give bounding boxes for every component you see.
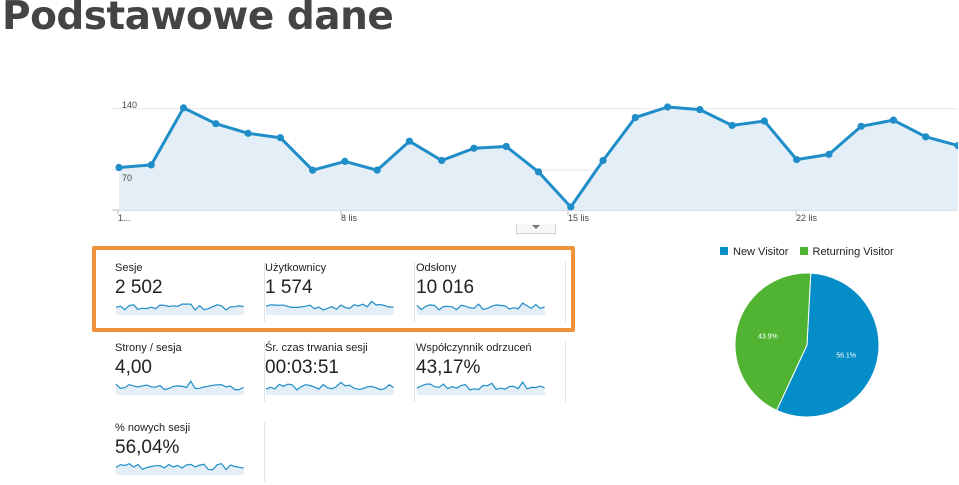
data-point: [922, 133, 930, 141]
y-tick-label: 70: [122, 173, 132, 183]
sparkline: [265, 300, 394, 315]
metric-avg-session-duration[interactable]: Śr. czas trwania sesji 00:03:51: [265, 342, 415, 402]
metric-pages-per-session[interactable]: Strony / sesja 4,00: [115, 342, 265, 402]
data-point: [147, 161, 155, 169]
x-tick-label: 1...: [118, 213, 131, 223]
pie-slice-label: 43.9%: [758, 333, 778, 340]
data-point: [115, 163, 123, 172]
sparkline-fill: [417, 303, 545, 315]
divider: [565, 342, 566, 402]
divider: [264, 342, 265, 402]
sparkline-line: [265, 381, 394, 391]
x-tick-label: 15 lis: [568, 213, 590, 223]
metric-value: 10 016: [416, 277, 475, 298]
data-point: [438, 156, 446, 165]
data-point: [212, 120, 220, 128]
divider: [414, 342, 415, 402]
x-tick-label: 8 lis: [341, 213, 358, 223]
metric-value: 1 574: [265, 277, 313, 298]
metric-label: Strony / sesja: [115, 342, 182, 354]
sparkline: [416, 302, 545, 315]
metric-label: Śr. czas trwania sesji: [265, 342, 368, 354]
divider: [264, 422, 265, 482]
data-point: [696, 106, 704, 114]
data-point: [793, 156, 801, 164]
divider: [565, 262, 566, 322]
divider: [264, 262, 265, 322]
pie-slice-label: 56.1%: [836, 353, 856, 360]
area-fill: [119, 107, 958, 210]
data-point: [760, 117, 768, 125]
legend-item-returning-visitor[interactable]: Returning Visitor: [799, 246, 894, 258]
data-point: [534, 168, 543, 176]
sparkline: [115, 380, 244, 395]
data-point: [373, 166, 381, 174]
sparkline-line: [115, 380, 244, 391]
data-point: [341, 157, 349, 165]
data-point: [889, 116, 898, 124]
data-point: [276, 134, 284, 142]
metric-new-sessions[interactable]: % nowych sesji 56,04%: [115, 422, 265, 482]
data-point: [244, 129, 252, 137]
data-point: [179, 104, 188, 112]
metric-value: 2 502: [115, 277, 163, 298]
data-point: [857, 122, 865, 130]
data-point: [567, 203, 575, 211]
pie-legend: New Visitor Returning Visitor: [720, 246, 902, 258]
legend-item-new-visitor[interactable]: New Visitor: [720, 246, 788, 258]
sparkline: [416, 380, 545, 395]
sparkline-fill: [116, 381, 244, 395]
data-point: [405, 137, 414, 145]
visitor-pie-chart[interactable]: 56.1% 43.9%: [722, 268, 884, 420]
data-point: [309, 166, 317, 174]
pie-slice-new-visitor: [775, 272, 880, 418]
legend-swatch: [799, 247, 808, 255]
legend-label: New Visitor: [733, 246, 789, 258]
data-point: [631, 113, 639, 122]
page-title: Podstawowe dane: [2, 0, 394, 39]
metric-value: 43,17%: [416, 357, 481, 378]
sparkline-line: [115, 463, 244, 471]
sparkline-line: [416, 302, 545, 311]
data-point: [728, 121, 736, 130]
sparkline: [265, 381, 394, 395]
x-tick-label: 22 lis: [796, 213, 818, 223]
sparkline-fill: [116, 463, 244, 475]
metric-value: 56,04%: [115, 437, 180, 458]
data-point: [502, 142, 510, 151]
metric-label: Użytkownicy: [265, 262, 327, 274]
sparkline-line: [416, 380, 545, 391]
metric-pageviews[interactable]: Odsłony 10 016: [416, 262, 566, 322]
divider: [414, 262, 415, 322]
y-tick-label: 140: [122, 100, 137, 110]
data-point: [663, 103, 672, 111]
metric-users[interactable]: Użytkownicy 1 574: [265, 262, 415, 322]
metric-label: % nowych sesji: [115, 422, 191, 434]
metric-sessions[interactable]: Sesje 2 502: [115, 262, 265, 322]
sparkline-line: [115, 303, 244, 311]
legend-swatch: [720, 247, 728, 255]
sparkline-fill: [116, 304, 244, 315]
data-point: [470, 144, 478, 152]
metric-label: Współczynnik odrzuceń: [416, 342, 532, 354]
metric-value: 4,00: [115, 357, 152, 378]
sparkline: [115, 463, 244, 475]
metric-label: Sesje: [115, 262, 143, 274]
sparkline: [115, 303, 244, 315]
sparkline-fill: [417, 382, 545, 395]
metric-bounce-rate[interactable]: Współczynnik odrzuceń 43,17%: [416, 342, 566, 402]
legend-label: Returning Visitor: [812, 246, 894, 258]
highlight-box: [92, 246, 575, 332]
sessions-line-chart[interactable]: 140 70 1... 8 lis 15 lis 22 lis: [112, 95, 958, 225]
data-point: [825, 150, 833, 158]
chart-collapse-toggle[interactable]: [516, 224, 556, 234]
sparkline-line: [265, 300, 394, 311]
pie-slice-returning-visitor: [734, 272, 812, 411]
metric-value: 00:03:51: [265, 357, 339, 378]
data-point: [954, 141, 958, 150]
data-point: [599, 156, 607, 165]
metric-label: Odsłony: [416, 262, 457, 274]
chevron-down-icon: [532, 225, 540, 229]
